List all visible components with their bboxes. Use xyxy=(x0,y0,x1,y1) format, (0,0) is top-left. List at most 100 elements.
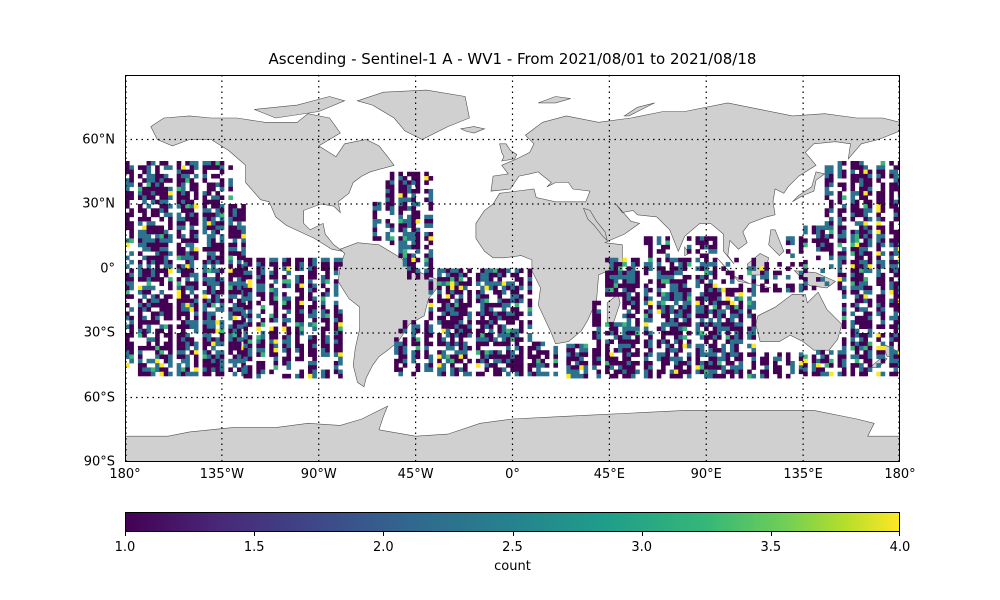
heatmap-cell xyxy=(863,345,869,351)
heatmap-cell xyxy=(269,369,274,375)
heatmap-cell xyxy=(673,352,679,357)
heatmap-cell xyxy=(803,358,808,364)
heatmap-cell xyxy=(889,259,894,265)
heatmap-cell xyxy=(428,324,434,329)
heatmap-cell xyxy=(243,335,249,340)
heatmap-cell xyxy=(725,330,731,336)
heatmap-cell xyxy=(665,274,670,280)
heatmap-cell xyxy=(202,337,208,342)
antarctica-land xyxy=(125,405,900,462)
heatmap-cell xyxy=(605,274,610,280)
heatmap-cell xyxy=(708,373,714,379)
heatmap-cell xyxy=(338,369,343,375)
heatmap-cell xyxy=(488,333,494,338)
heatmap-cell xyxy=(708,236,714,241)
heatmap-cell xyxy=(708,244,714,250)
heatmap-cell xyxy=(712,373,718,379)
heatmap-cell xyxy=(389,206,395,211)
heatmap-cell xyxy=(897,247,900,252)
heatmap-cell xyxy=(717,305,722,310)
heatmap-cell xyxy=(863,199,869,205)
heatmap-cell xyxy=(506,371,511,377)
heatmap-cell xyxy=(193,363,199,368)
heatmap-cell xyxy=(299,283,304,289)
heatmap-cell xyxy=(206,212,212,218)
heatmap-cell xyxy=(854,302,860,308)
heatmap-cell xyxy=(411,341,416,347)
heatmap-cell xyxy=(665,236,670,241)
heatmap-cell xyxy=(450,277,455,282)
heatmap-cell xyxy=(445,302,451,308)
heatmap-cell xyxy=(402,180,408,185)
heatmap-cell xyxy=(497,294,503,299)
heatmap-cell xyxy=(876,195,881,200)
heatmap-cell xyxy=(273,279,279,284)
heatmap-cell xyxy=(260,339,266,345)
heatmap-cell xyxy=(424,354,429,360)
heatmap-cell xyxy=(215,341,221,347)
heatmap-cell xyxy=(626,322,632,327)
heatmap-cell xyxy=(168,350,173,355)
heatmap-cell xyxy=(798,287,804,293)
heatmap-cell xyxy=(407,274,412,280)
heatmap-cell xyxy=(605,279,610,284)
heatmap-cell xyxy=(428,311,434,317)
heatmap-cell xyxy=(125,341,130,347)
heatmap-cell xyxy=(635,262,640,267)
heatmap-cell xyxy=(876,251,881,256)
heatmap-cell xyxy=(202,259,208,265)
heatmap-cell xyxy=(867,208,873,213)
heatmap-cell xyxy=(484,363,490,368)
heatmap-cell xyxy=(596,313,602,319)
heatmap-cell xyxy=(146,173,152,179)
heatmap-cell xyxy=(180,255,186,261)
heatmap-cell xyxy=(445,328,451,334)
heatmap-cell xyxy=(669,270,675,276)
heatmap-cell xyxy=(211,204,216,209)
heatmap-cell xyxy=(837,169,843,175)
heatmap-cell xyxy=(497,371,503,377)
heatmap-cell xyxy=(643,309,649,314)
heatmap-cell xyxy=(506,328,511,334)
heatmap-cell xyxy=(415,268,421,274)
heatmap-cell xyxy=(163,173,169,179)
heatmap-cell xyxy=(402,354,408,360)
heatmap-cell xyxy=(243,283,249,289)
heatmap-cell xyxy=(747,309,752,314)
heatmap-cell xyxy=(462,281,468,286)
heatmap-cell xyxy=(320,279,326,284)
heatmap-cell xyxy=(721,348,726,353)
heatmap-cell xyxy=(626,339,632,345)
heatmap-cell xyxy=(798,249,804,254)
heatmap-cell xyxy=(211,302,216,308)
heatmap-cell xyxy=(488,302,494,308)
heatmap-cell xyxy=(150,229,156,235)
heatmap-cell xyxy=(260,369,266,375)
heatmap-cell xyxy=(402,184,408,190)
heatmap-cell xyxy=(193,358,199,364)
heatmap-cell xyxy=(150,247,156,252)
heatmap-cell xyxy=(665,309,670,314)
heatmap-cell xyxy=(751,360,757,366)
heatmap-cell xyxy=(540,350,546,355)
heatmap-cell xyxy=(193,371,199,377)
heatmap-cell xyxy=(859,234,864,239)
heatmap-cell xyxy=(622,356,627,362)
heatmap-cell xyxy=(553,358,559,364)
heatmap-cell xyxy=(889,169,894,175)
heatmap-cell xyxy=(850,290,856,295)
heatmap-cell xyxy=(605,339,610,345)
heatmap-cell xyxy=(142,234,147,239)
heatmap-cell xyxy=(665,240,670,246)
heatmap-cell xyxy=(682,283,688,289)
heatmap-cell xyxy=(889,298,894,304)
heatmap-cell xyxy=(630,283,636,289)
heatmap-cell xyxy=(863,221,869,226)
heatmap-cell xyxy=(215,272,221,278)
heatmap-cell xyxy=(734,356,739,362)
heatmap-cell xyxy=(168,328,173,334)
heatmap-cell xyxy=(889,345,894,351)
heatmap-cell xyxy=(811,229,817,235)
heatmap-cell xyxy=(648,305,653,310)
heatmap-cell xyxy=(256,360,261,366)
